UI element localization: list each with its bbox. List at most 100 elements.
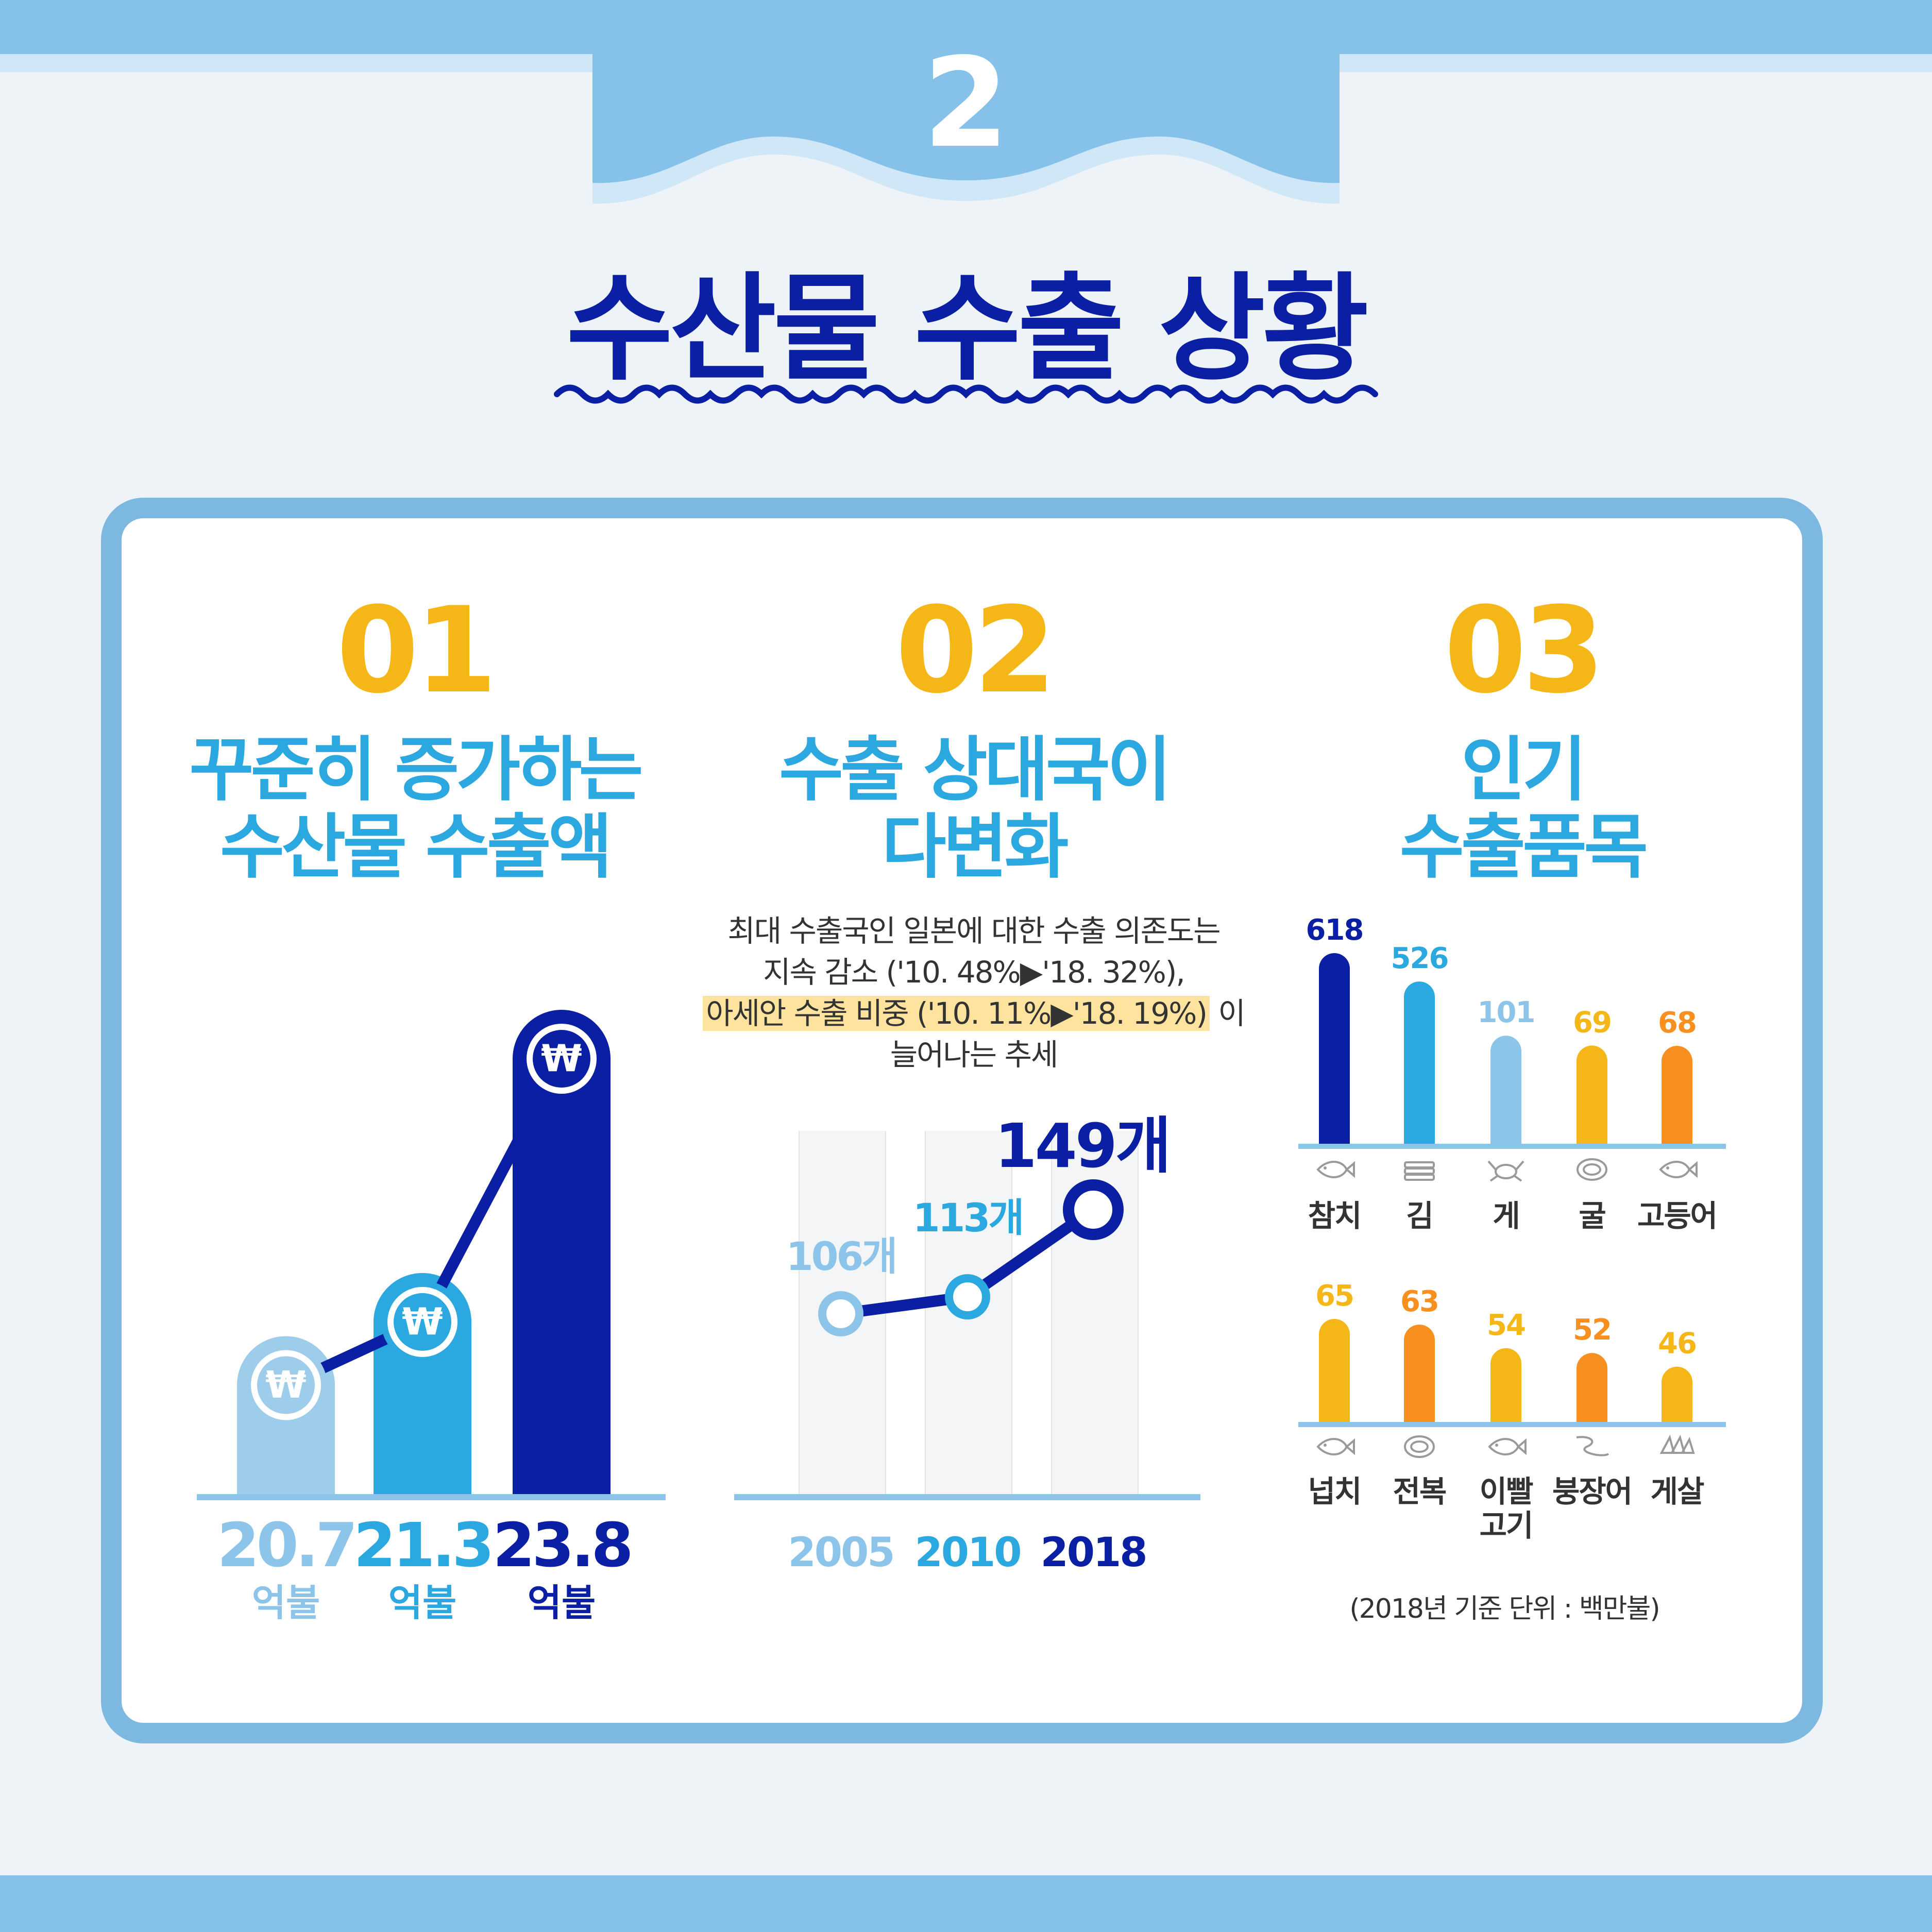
item-value-label: 46 (1658, 1327, 1696, 1361)
section2-desc-line4: 늘어나는 추세 (890, 1037, 1059, 1072)
export-axis-line (197, 1494, 666, 1500)
item-name-label: 넙치 (1308, 1474, 1361, 1509)
won-sign: ₩ (402, 1300, 443, 1343)
data-point-2005 (818, 1291, 863, 1336)
export-unit-label: 억불 (528, 1581, 596, 1624)
eel-icon (1576, 1436, 1609, 1456)
item-name-label: 김 (1406, 1198, 1432, 1233)
grid-stripe-edge (1051, 1131, 1052, 1497)
title-wave-underline (554, 384, 1378, 404)
item-name-label: 게 (1493, 1198, 1519, 1233)
partner-value-label: 106개 (786, 1233, 896, 1279)
section2-desc-line3: 아세안 수출 비중 ('10. 11%▶'18. 19%) 이 (690, 989, 1257, 1032)
section3-note: (2018년 기준 단위 : 백만불) (1349, 1594, 1660, 1624)
item-bar-굴 (1577, 1045, 1607, 1144)
seaweed-icon (1404, 1174, 1435, 1181)
section2-title-line2: 다변화 (882, 807, 1069, 888)
items-axis-line (1298, 1144, 1726, 1149)
item-name-label: 고등어 (1637, 1198, 1717, 1233)
oyster-icon (1577, 1158, 1607, 1181)
item-value-label: 63 (1400, 1285, 1438, 1318)
export-value-label: 20.7 (217, 1510, 354, 1581)
export-bar-3 (513, 1010, 611, 1494)
item-value-label: 68 (1658, 1006, 1696, 1040)
won-sign: ₩ (265, 1363, 306, 1406)
item-value-label: 69 (1573, 1006, 1611, 1039)
grid-stripe-edge (799, 1131, 800, 1497)
item-value-label: 101 (1478, 996, 1535, 1029)
partner-axis-line (734, 1494, 1200, 1500)
mackerel-icon (1659, 1161, 1698, 1178)
export-value-label: 21.3 (353, 1510, 491, 1581)
section1-title-line1: 꾸준히 증가하는 (189, 730, 643, 811)
item-bar-김 (1404, 981, 1435, 1144)
crab-meat-icon (1659, 1434, 1695, 1454)
item-bar-게 (1490, 1036, 1521, 1144)
year-label: 2018 (1040, 1530, 1146, 1576)
data-point-2010 (945, 1274, 990, 1320)
seaweed-icon (1404, 1167, 1435, 1175)
item-name-label: 전복 (1393, 1474, 1446, 1509)
item-bar-이빨 고기 (1490, 1348, 1521, 1422)
bottom-band (0, 1875, 1932, 1932)
year-label: 2010 (914, 1530, 1020, 1576)
crab-icon (1495, 1164, 1517, 1179)
item-name-label: 참치 (1308, 1198, 1361, 1233)
item-name-label: 굴 (1579, 1198, 1605, 1233)
item-bar-전복 (1404, 1324, 1435, 1422)
export-unit-label: 억불 (252, 1581, 320, 1624)
item-bar-게살 (1662, 1366, 1692, 1422)
flatfish-icon (1324, 1444, 1327, 1447)
section1-number: 01 (336, 582, 497, 720)
section3-title-line2: 수출품목 (1399, 807, 1648, 888)
oyster-icon (1583, 1163, 1601, 1176)
won-coin-icon (394, 1293, 451, 1351)
mackerel-icon (1666, 1166, 1669, 1170)
year-label: 2005 (788, 1530, 893, 1576)
grid-stripe-edge (885, 1131, 886, 1497)
item-value-label: 52 (1573, 1313, 1611, 1347)
grid-stripe-edge (1138, 1131, 1139, 1497)
abalone-icon (1410, 1440, 1429, 1453)
toothfish-icon (1488, 1438, 1527, 1455)
item-value-label: 618 (1306, 913, 1363, 947)
section2-number: 02 (895, 582, 1056, 720)
content-card (101, 498, 1823, 1743)
section1-title-line2: 수산물 수출액 (219, 807, 613, 888)
item-name-label: 이빨 (1480, 1474, 1533, 1509)
top-band (0, 0, 1932, 54)
won-coin-icon (257, 1356, 315, 1414)
item-name-label: 고기 (1480, 1508, 1533, 1543)
partner-value-label: 113개 (913, 1195, 1023, 1241)
section2-title-line1: 수출 상대국이 (778, 730, 1172, 811)
item-bar-넙치 (1319, 1319, 1350, 1422)
data-point-2018 (1063, 1179, 1124, 1240)
tuna-icon (1316, 1161, 1355, 1178)
export-value-label: 23.8 (493, 1510, 630, 1581)
section3-title-line1: 인기 (1461, 730, 1587, 811)
partner-country-line-chart: 106개 113개 149개 2005 2010 2018 (734, 1110, 1200, 1576)
section3-number: 03 (1444, 582, 1605, 720)
seaweed-icon (1404, 1161, 1435, 1168)
item-bar-참치 (1319, 953, 1350, 1144)
items-axis-line (1298, 1422, 1726, 1427)
section2-desc-tail: 이 (1218, 996, 1245, 1031)
grid-stripe-edge (925, 1131, 926, 1497)
toothfish-icon (1495, 1444, 1498, 1447)
section2-desc-line2: 지속 감소 ('10. 48%▶'18. 32%), (763, 955, 1185, 990)
number-tab (592, 52, 1340, 204)
section-number: 2 (923, 31, 1009, 175)
grid-stripe-edge (1011, 1131, 1012, 1497)
items-chart-1: 618 참치 526 김 101 게 69 굴 68 고등어 (1298, 913, 1726, 1233)
abalone-icon (1404, 1435, 1435, 1458)
item-bar-고등어 (1662, 1046, 1692, 1144)
page-title: 수산물 수출 상황 (566, 262, 1369, 397)
section2-desc-highlight: 아세안 수출 비중 ('10. 11%▶'18. 19%) (703, 996, 1210, 1031)
item-value-label: 54 (1487, 1309, 1525, 1342)
item-value-label: 526 (1391, 942, 1448, 975)
export-unit-label: 억불 (388, 1581, 456, 1624)
item-name-label: 붕장어 (1552, 1474, 1632, 1509)
partner-value-label: 149개 (995, 1110, 1170, 1181)
